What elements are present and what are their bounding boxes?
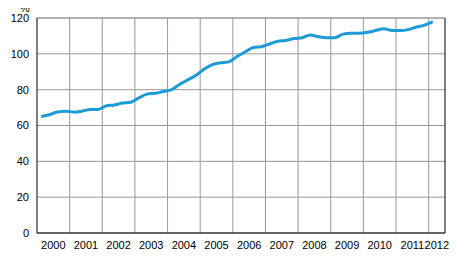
svg-text:60: 60: [17, 119, 29, 131]
svg-text:2005: 2005: [204, 239, 228, 251]
svg-text:2001: 2001: [74, 239, 98, 251]
svg-text:0: 0: [23, 227, 29, 239]
svg-text:2006: 2006: [237, 239, 261, 251]
svg-text:20: 20: [17, 191, 29, 203]
svg-text:40: 40: [17, 155, 29, 167]
svg-text:2003: 2003: [139, 239, 163, 251]
svg-text:2004: 2004: [172, 239, 196, 251]
svg-text:80: 80: [17, 84, 29, 96]
svg-text:2012: 2012: [425, 239, 449, 251]
svg-text:2002: 2002: [106, 239, 130, 251]
svg-text:100: 100: [11, 48, 29, 60]
svg-text:2010: 2010: [367, 239, 391, 251]
svg-text:2008: 2008: [302, 239, 326, 251]
svg-text:2007: 2007: [270, 239, 294, 251]
svg-text:2011: 2011: [401, 239, 425, 251]
svg-text:2000: 2000: [41, 239, 65, 251]
svg-text:120: 120: [11, 12, 29, 24]
svg-text:2009: 2009: [335, 239, 359, 251]
